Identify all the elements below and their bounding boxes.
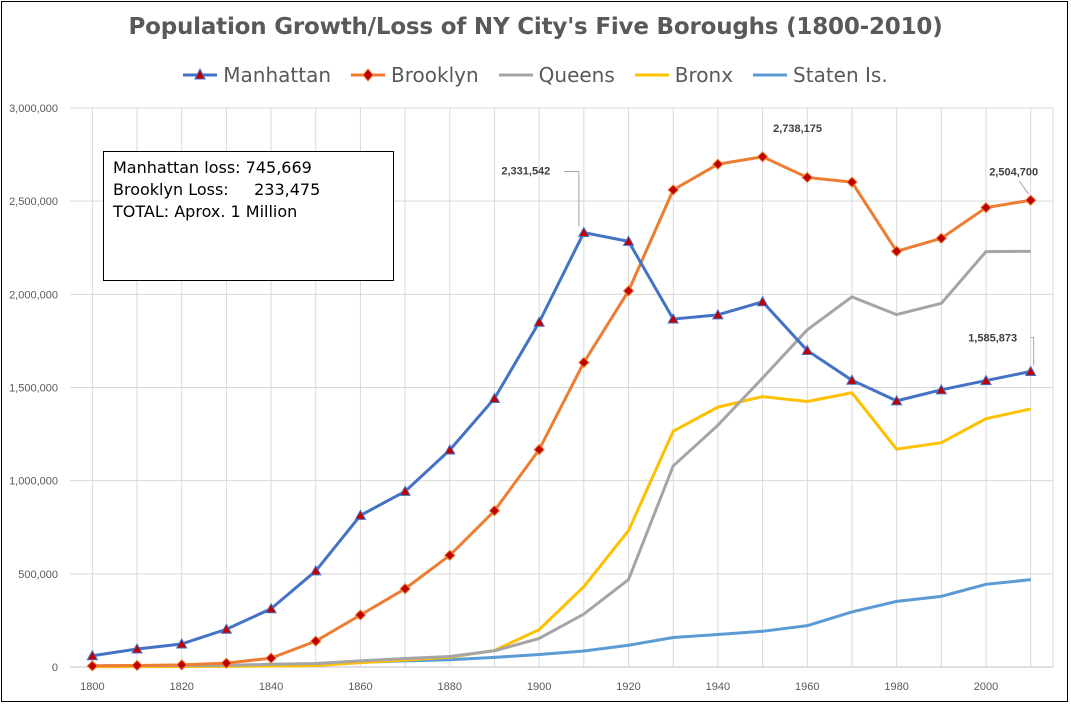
data-point-brooklyn	[533, 443, 545, 456]
data-point-manhattan	[712, 308, 724, 320]
x-tick-label: 1820	[169, 681, 193, 693]
data-point-manhattan	[399, 485, 411, 496]
legend-item-brooklyn: Brooklyn	[351, 63, 479, 87]
legend-label-queens: Queens	[538, 63, 615, 87]
data-point-manhattan	[622, 235, 635, 246]
legend-swatch-staten-island	[753, 73, 788, 77]
data-point-brooklyn	[890, 245, 903, 258]
series-line-manhattan	[92, 231, 1031, 658]
legend-swatch-brooklyn	[351, 68, 386, 82]
y-tick-label: 3,000,000	[9, 103, 58, 115]
data-point-manhattan	[577, 226, 590, 238]
x-tick-label: 1920	[616, 681, 640, 693]
data-point-manhattan	[220, 623, 233, 634]
data-point-manhattan	[131, 643, 143, 654]
x-tick-label: 1800	[80, 681, 104, 693]
data-point-manhattan	[667, 313, 680, 324]
loss-annotation-box: Manhattan loss: 745,669 Brooklyn Loss: 2…	[103, 151, 394, 281]
data-label: 2,504,700	[989, 166, 1038, 178]
x-tick-label: 1940	[706, 681, 730, 693]
legend-item-queens: Queens	[498, 63, 615, 87]
data-point-brooklyn	[175, 659, 188, 671]
annotation-line-total: TOTAL: Aprox. 1 Million	[113, 202, 298, 221]
x-tick-label: 1840	[259, 681, 283, 693]
data-point-manhattan	[265, 602, 277, 614]
data-label: 2,331,542	[501, 166, 550, 178]
legend-label-manhattan: Manhattan	[223, 63, 332, 87]
data-point-brooklyn	[220, 657, 233, 669]
annotation-line-manhattan: Manhattan loss: 745,669	[113, 158, 312, 177]
data-point-brooklyn	[131, 659, 143, 672]
legend-label-staten-island: Staten Is.	[793, 63, 888, 87]
y-tick-label: 1,000,000	[9, 476, 58, 488]
x-tick-label: 1860	[348, 681, 372, 693]
data-point-brooklyn	[980, 201, 992, 214]
data-label: 2,738,175	[773, 123, 822, 135]
data-point-manhattan	[756, 295, 769, 307]
data-point-manhattan	[980, 374, 992, 386]
legend-label-bronx: Bronx	[674, 63, 734, 87]
data-point-manhattan	[443, 443, 456, 455]
data-point-brooklyn	[310, 635, 322, 647]
data-point-manhattan	[890, 394, 903, 406]
data-point-manhattan	[533, 316, 546, 327]
legend-item-manhattan: Manhattan	[183, 63, 331, 87]
data-point-manhattan	[1024, 365, 1037, 376]
data-point-brooklyn	[1024, 194, 1037, 206]
data-point-brooklyn	[622, 285, 635, 297]
data-point-brooklyn	[444, 549, 456, 562]
x-tick-label: 1980	[884, 681, 908, 693]
data-point-brooklyn	[846, 176, 858, 188]
legend-swatch-bronx	[634, 73, 669, 77]
y-tick-label: 0	[52, 662, 58, 674]
y-tick-label: 2,000,000	[9, 289, 58, 301]
series-line-brooklyn	[92, 155, 1031, 668]
data-point-brooklyn	[578, 356, 590, 369]
legend-item-staten-island: Staten Is.	[753, 63, 888, 87]
data-point-manhattan	[846, 374, 858, 385]
series-line-staten-is	[92, 578, 1031, 668]
chart-legend: Manhattan Brooklyn Queens Bronx Staten I…	[0, 62, 1071, 88]
x-tick-label: 1900	[527, 681, 551, 693]
data-point-manhattan	[801, 344, 814, 356]
data-point-manhattan	[488, 392, 501, 403]
data-label-leader	[1019, 181, 1030, 195]
legend-item-bronx: Bronx	[634, 63, 734, 87]
annotation-line-brooklyn: Brooklyn Loss: 233,475	[113, 180, 321, 199]
legend-swatch-manhattan	[183, 67, 218, 80]
data-point-brooklyn	[935, 232, 948, 245]
legend-swatch-queens	[498, 73, 533, 77]
data-point-manhattan	[309, 564, 322, 576]
data-point-brooklyn	[488, 505, 501, 517]
data-label-leader	[563, 171, 580, 227]
data-point-brooklyn	[667, 184, 679, 196]
data-point-brooklyn	[354, 609, 367, 621]
data-point-manhattan	[86, 649, 99, 661]
data-point-manhattan	[175, 637, 188, 649]
data-point-brooklyn	[86, 660, 99, 672]
data-point-manhattan	[935, 383, 948, 395]
y-tick-label: 1,500,000	[9, 383, 58, 395]
x-tick-label: 1880	[438, 681, 462, 693]
chart-title: Population Growth/Loss of NY City's Five…	[128, 14, 943, 40]
data-label: 1,585,873	[968, 332, 1017, 344]
legend-label-brooklyn: Brooklyn	[391, 63, 479, 87]
data-point-brooklyn	[801, 171, 813, 184]
data-point-brooklyn	[756, 151, 769, 163]
series-line-queens	[92, 249, 1031, 668]
x-tick-label: 1960	[795, 681, 819, 693]
y-tick-label: 2,500,000	[9, 196, 58, 208]
data-point-brooklyn	[265, 652, 277, 664]
y-tick-label: 500,000	[18, 569, 58, 581]
data-point-manhattan	[354, 509, 367, 520]
x-tick-label: 2000	[974, 681, 998, 693]
data-point-brooklyn	[712, 158, 724, 170]
data-label-leader	[1030, 336, 1035, 366]
data-point-brooklyn	[399, 583, 411, 595]
